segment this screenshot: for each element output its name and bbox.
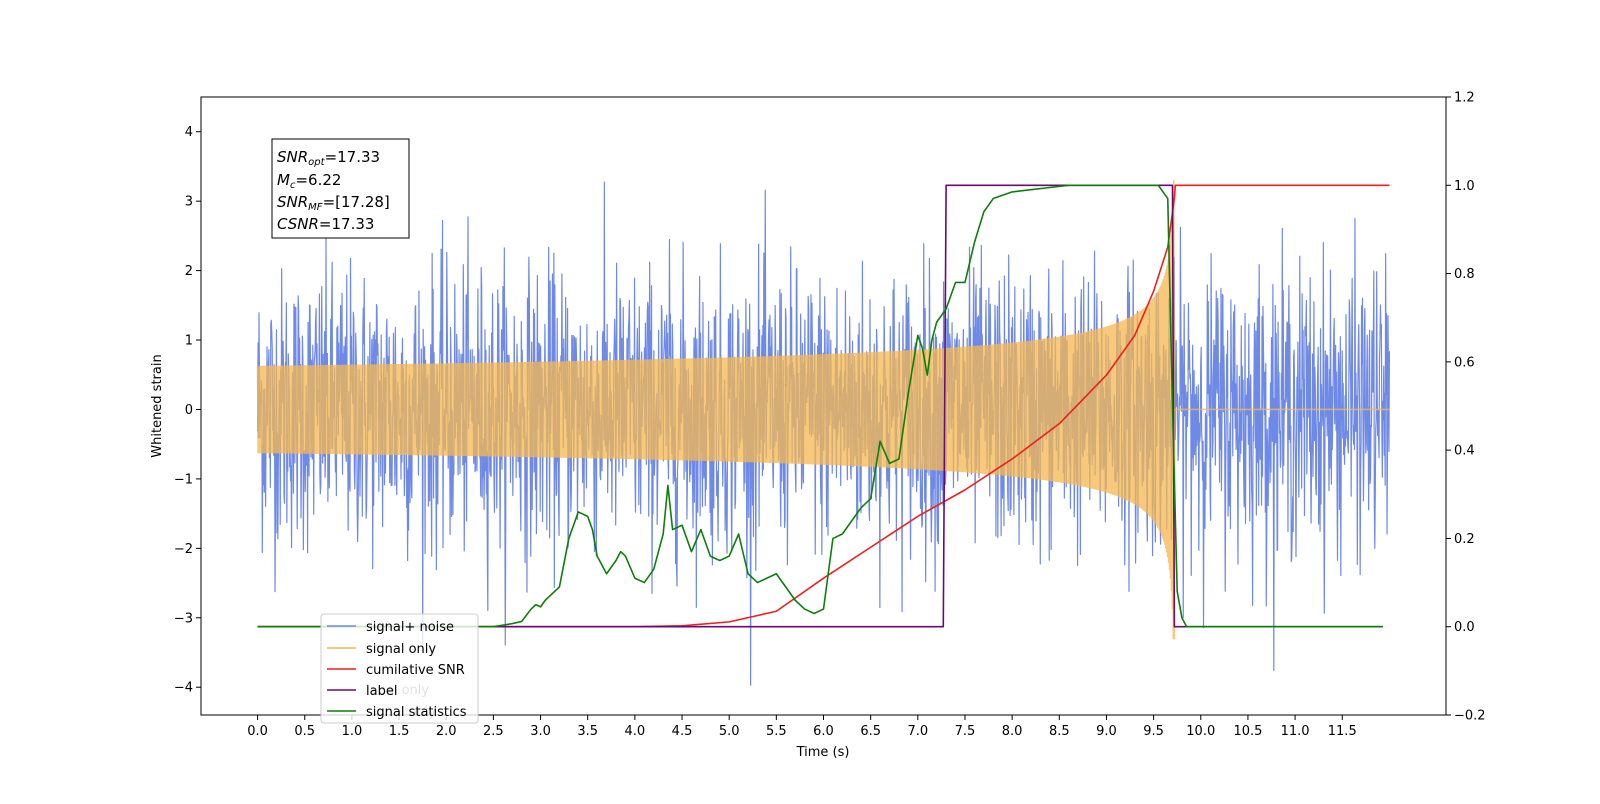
left-y-tick-label: 4 xyxy=(185,125,193,140)
x-tick-label: 6.5 xyxy=(860,724,881,739)
series-line-signal-only xyxy=(256,179,1390,640)
right-y-tick-label: 0.8 xyxy=(1454,267,1475,282)
annotation-chirp-mass: Mc=6.22 xyxy=(277,171,341,191)
x-tick-label: 5.0 xyxy=(719,724,740,739)
right-y-tick-label: 0.2 xyxy=(1454,532,1475,547)
annotation-snr-opt-sub: opt xyxy=(308,157,325,168)
legend-hidden-signal-only: signal only xyxy=(366,705,436,720)
legend-hidden-label-only: label only xyxy=(366,683,429,698)
x-tick-label: 10.0 xyxy=(1186,724,1215,739)
right-y-tick-label: 0.0 xyxy=(1454,620,1475,635)
series-line-signal-statistics xyxy=(257,184,1383,628)
x-tick-label: 9.0 xyxy=(1096,724,1117,739)
annotation-snr-opt-value: =17.33 xyxy=(325,148,381,166)
annotation-snr-mf-sub: MF xyxy=(308,202,323,213)
x-tick-label: 9.5 xyxy=(1143,724,1164,739)
x-tick-label: 2.0 xyxy=(436,724,457,739)
x-tick-label: 3.5 xyxy=(577,724,598,739)
x-tick-label: 2.5 xyxy=(483,724,504,739)
right-y-tick-label: −0.2 xyxy=(1454,709,1486,724)
annotation-csnr: CSNR=17.33 xyxy=(277,215,374,233)
annotation-snr-mf: SNRMF=[17.28] xyxy=(277,193,390,213)
x-tick-label: 1.0 xyxy=(342,724,363,739)
left-y-tick-label: 2 xyxy=(185,264,193,279)
x-tick-label: 1.5 xyxy=(389,724,410,739)
right-y-tick-label: 0.4 xyxy=(1454,444,1475,459)
right-y-tick-label: 1.0 xyxy=(1454,179,1475,194)
left-y-tick-label: 0 xyxy=(185,403,193,418)
legend-label-signal-statistics: signal statistics xyxy=(366,705,467,720)
right-y-tick-label: 0.6 xyxy=(1454,355,1475,370)
annotation-snr-mf-value: =[17.28] xyxy=(323,193,390,211)
legend-label-signal-only: signal only xyxy=(366,642,436,657)
left-y-tick-label: −1 xyxy=(174,472,193,487)
x-tick-label: 11.0 xyxy=(1281,724,1310,739)
x-tick-label: 7.5 xyxy=(955,724,976,739)
x-tick-label: 0.5 xyxy=(294,724,315,739)
legend-label-label: label xyxy=(366,684,397,699)
annotation-snr-opt-base: SNR xyxy=(277,148,308,166)
x-tick-label: 10.5 xyxy=(1233,724,1262,739)
left-y-tick-label: 3 xyxy=(185,195,193,210)
left-y-axis: −4 −3 −2 −1 0 1 2 3 4 xyxy=(174,125,201,696)
annotation-snr-opt: SNRopt=17.33 xyxy=(277,148,380,168)
legend-label-cumulative-snr: cumilative SNR xyxy=(366,663,465,678)
annotation-snr-mf-base: SNR xyxy=(277,193,308,211)
legend-label-signal-noise: signal+ noise xyxy=(366,620,454,635)
x-tick-label: 8.5 xyxy=(1049,724,1070,739)
plot-area xyxy=(256,179,1391,686)
left-y-tick-label: −2 xyxy=(174,542,193,557)
x-axis-label: Time (s) xyxy=(796,745,850,760)
x-tick-label: 3.0 xyxy=(530,724,551,739)
right-y-tick-label: 1.2 xyxy=(1454,91,1475,106)
annotation-csnr-value: =17.33 xyxy=(319,215,375,233)
left-y-tick-label: 1 xyxy=(185,334,193,349)
x-tick-label: 4.5 xyxy=(672,724,693,739)
x-tick-label: 6.0 xyxy=(813,724,834,739)
x-tick-label: 0.0 xyxy=(247,724,268,739)
x-tick-label: 11.5 xyxy=(1328,724,1357,739)
x-axis: 0.0 0.5 1.0 1.5 2.0 2.5 3.0 3.5 4.0 4.5 5.0 5.5 6.0 6… xyxy=(247,715,1357,739)
y-axis-label: Whitened strain xyxy=(150,354,165,457)
x-tick-label: 4.0 xyxy=(625,724,646,739)
x-tick-label: 5.5 xyxy=(766,724,787,739)
annotation-box: SNRopt=17.33 Mc=6.22 SNRMF=[17.28] CSNR=… xyxy=(271,138,410,239)
annotation-chirp-mass-base: M xyxy=(277,171,290,189)
left-y-tick-label: −4 xyxy=(174,681,193,696)
legend: label only signal only signal+ noise sig… xyxy=(320,613,479,724)
annotation-chirp-mass-sub: c xyxy=(290,180,296,191)
left-y-tick-label: −3 xyxy=(174,611,193,626)
x-tick-label: 8.0 xyxy=(1002,724,1023,739)
annotation-csnr-base: CSNR xyxy=(277,215,319,233)
right-y-axis: −0.2 0.0 0.2 0.4 0.6 0.8 1.0 1.2 xyxy=(1446,91,1486,724)
x-tick-label: 7.0 xyxy=(907,724,928,739)
annotation-chirp-mass-value: =6.22 xyxy=(295,171,341,189)
